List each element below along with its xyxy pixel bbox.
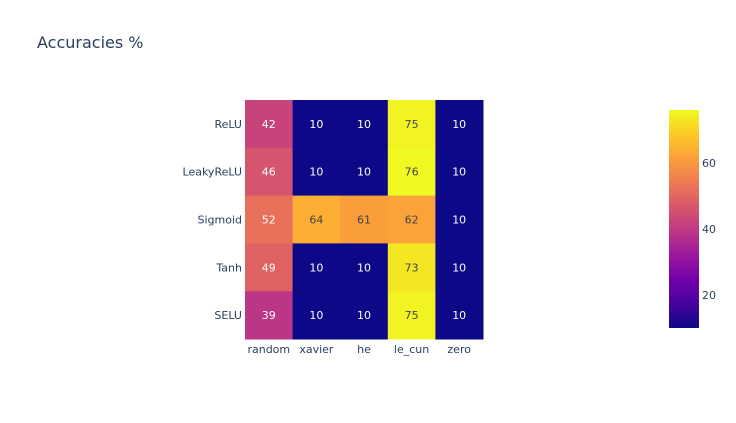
heatmap-cell	[387, 291, 436, 340]
heatmap-cell	[245, 291, 294, 340]
cell-value-label: 10	[357, 166, 371, 179]
heatmap-cell	[435, 243, 484, 292]
cell-value-label: 42	[262, 118, 276, 131]
cell-value-label: 75	[405, 118, 419, 131]
heatmap-cell	[340, 147, 389, 197]
cell-value-label: 10	[357, 118, 371, 131]
cell-value-label: 10	[452, 309, 466, 322]
x-tick-label: random	[247, 343, 290, 356]
colorbar-tick-label: 40	[702, 223, 716, 236]
heatmap-cell	[245, 195, 294, 244]
cell-value-label: 10	[452, 261, 466, 274]
heatmap-cell	[387, 100, 436, 149]
chart-title: Accuracies %	[37, 33, 144, 52]
cell-value-label: 10	[357, 261, 371, 274]
heatmap-cell	[245, 100, 294, 149]
cell-value-label: 10	[309, 118, 323, 131]
heatmap-cell	[435, 147, 484, 197]
cell-value-label: 61	[357, 214, 371, 227]
cell-value-label: 10	[309, 166, 323, 179]
heatmap-cell	[292, 147, 341, 197]
cell-value-label: 52	[262, 214, 276, 227]
cell-value-label: 73	[405, 261, 419, 274]
cell-value-label: 10	[309, 261, 323, 274]
cell-value-label: 10	[452, 214, 466, 227]
y-tick-label: LeakyReLU	[183, 166, 242, 179]
cell-value-label: 62	[405, 214, 419, 227]
heatmap-cell	[340, 243, 389, 292]
cell-value-label: 64	[309, 214, 323, 227]
heatmap-cell	[387, 195, 436, 244]
x-tick-label: he	[357, 343, 371, 356]
x-tick-label: le_cun	[394, 343, 429, 356]
colorbar-tick-label: 60	[702, 157, 716, 170]
heatmap-cell	[435, 195, 484, 244]
heatmap-cell	[435, 100, 484, 149]
cell-value-label: 10	[452, 166, 466, 179]
cell-value-label: 49	[262, 261, 276, 274]
cell-value-label: 10	[452, 118, 466, 131]
y-tick-label: SELU	[214, 309, 242, 322]
heatmap-cell	[387, 147, 436, 197]
cell-value-label: 39	[262, 309, 276, 322]
heatmap-cell	[292, 291, 341, 340]
heatmap-cell	[292, 100, 341, 149]
heatmap-cell	[340, 100, 389, 149]
heatmap-cell	[435, 291, 484, 340]
y-tick-label: Sigmoid	[197, 214, 242, 227]
cell-value-label: 10	[309, 309, 323, 322]
cell-value-label: 46	[262, 166, 276, 179]
cell-value-label: 76	[405, 166, 419, 179]
y-tick-label: ReLU	[214, 118, 242, 131]
x-tick-label: zero	[447, 343, 471, 356]
y-tick-label: Tanh	[215, 261, 242, 274]
colorbar	[669, 110, 699, 328]
heatmap-cell	[387, 243, 436, 292]
cell-value-label: 75	[405, 309, 419, 322]
heatmap-cell	[292, 195, 341, 244]
x-tick-label: xavier	[299, 343, 334, 356]
heatmap-cell	[292, 243, 341, 292]
heatmap-cell	[245, 243, 294, 292]
cell-value-label: 10	[357, 309, 371, 322]
colorbar-tick-label: 20	[702, 289, 716, 302]
heatmap-cell	[340, 291, 389, 340]
heatmap-cell	[245, 147, 294, 197]
heatmap-cell	[340, 195, 389, 244]
